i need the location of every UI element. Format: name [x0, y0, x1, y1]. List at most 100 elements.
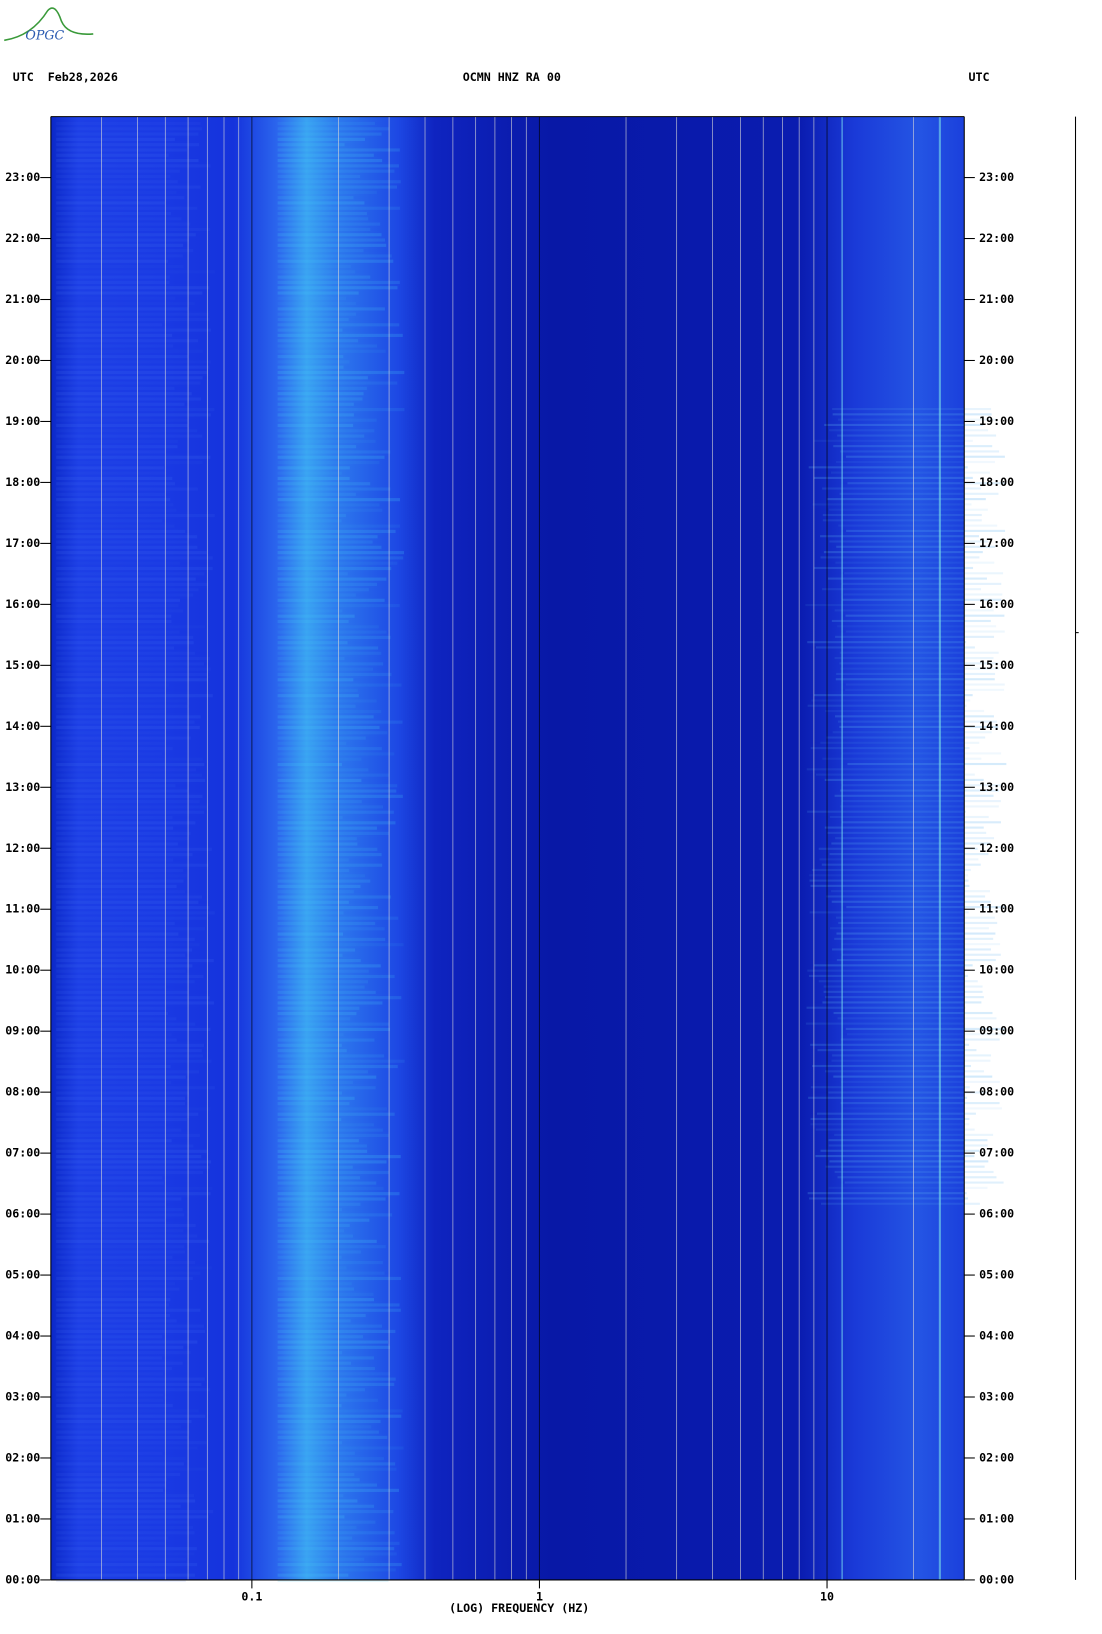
texture-streak	[277, 874, 366, 878]
texture-streak	[56, 1266, 212, 1270]
texture-streak	[824, 778, 984, 781]
texture-streak	[277, 365, 344, 369]
texture-streak	[277, 1478, 360, 1482]
x-tick-label: 0.1	[241, 1589, 262, 1603]
texture-streak	[56, 996, 210, 1000]
texture-streak	[56, 153, 169, 157]
texture-streak	[277, 492, 356, 496]
texture-streak	[837, 1176, 997, 1179]
texture-streak	[277, 1260, 383, 1265]
texture-streak	[56, 349, 203, 353]
texture-streak	[835, 460, 995, 464]
y-tick-label-right: 22:00	[979, 231, 1014, 245]
texture-streak	[813, 694, 973, 697]
texture-streak	[56, 233, 196, 237]
texture-streak	[277, 662, 384, 666]
texture-streak	[56, 1398, 164, 1402]
y-tick-label: 18:00	[5, 475, 40, 489]
texture-streak	[56, 466, 165, 470]
texture-streak	[277, 953, 343, 957]
texture-streak	[277, 1091, 343, 1095]
texture-streak	[56, 1525, 194, 1530]
texture-streak	[277, 397, 363, 401]
texture-streak	[56, 1419, 192, 1424]
texture-streak	[56, 699, 188, 703]
texture-streak	[56, 1276, 193, 1281]
texture-streak	[277, 598, 385, 602]
texture-streak	[825, 709, 985, 713]
texture-streak	[820, 556, 980, 559]
texture-streak	[277, 757, 362, 761]
texture-streak	[845, 614, 1005, 617]
texture-streak	[840, 1102, 1000, 1105]
texture-streak	[56, 227, 211, 232]
texture-streak	[56, 1457, 186, 1461]
y-tick-label: 04:00	[5, 1329, 40, 1343]
y-tick-label: 03:00	[5, 1390, 40, 1404]
texture-streak	[277, 1202, 361, 1206]
texture-streak	[277, 906, 379, 910]
texture-streak	[277, 328, 343, 332]
texture-streak	[843, 593, 1003, 596]
texture-streak	[277, 540, 373, 544]
texture-streak	[277, 778, 362, 783]
texture-streak	[809, 879, 969, 882]
texture-streak	[56, 1366, 172, 1371]
texture-streak	[277, 1022, 390, 1026]
texture-streak	[277, 1033, 344, 1037]
texture-streak	[846, 906, 1006, 909]
texture-streak	[807, 641, 967, 644]
texture-streak	[828, 577, 987, 580]
texture-streak	[832, 948, 991, 951]
texture-streak	[56, 487, 198, 491]
y-tick-label: 15:00	[5, 658, 40, 672]
texture-streak	[56, 1170, 203, 1175]
texture-streak	[56, 1075, 186, 1079]
texture-streak	[277, 1462, 396, 1466]
texture-streak	[839, 662, 999, 665]
texture-streak	[277, 185, 398, 189]
texture-streak	[815, 646, 975, 649]
texture-streak	[56, 974, 204, 979]
texture-streak	[277, 296, 347, 300]
y-tick-label-right: 00:00	[979, 1572, 1014, 1586]
y-tick-label: 14:00	[5, 719, 40, 733]
texture-streak	[277, 1366, 375, 1371]
texture-streak	[829, 1160, 989, 1163]
texture-streak	[277, 1536, 353, 1540]
texture-streak	[56, 604, 179, 608]
texture-streak	[831, 619, 991, 623]
texture-streak	[837, 1017, 997, 1020]
texture-streak	[56, 964, 193, 968]
texture-streak	[56, 333, 173, 337]
y-tick-label: 02:00	[5, 1450, 40, 1464]
header-left: UTC Feb28,2026	[13, 70, 118, 84]
texture-streak	[56, 1149, 208, 1153]
texture-streak	[277, 990, 376, 994]
texture-streak	[824, 826, 984, 829]
texture-streak	[56, 853, 193, 857]
texture-streak	[277, 1520, 376, 1524]
texture-streak	[277, 831, 389, 836]
texture-streak	[56, 1351, 191, 1355]
y-tick-label-right: 03:00	[979, 1390, 1014, 1404]
texture-streak	[277, 180, 401, 184]
texture-streak	[56, 1557, 186, 1561]
texture-streak	[277, 1446, 404, 1450]
texture-streak	[835, 678, 995, 681]
texture-streak	[56, 927, 206, 931]
texture-streak	[807, 810, 967, 813]
texture-streak	[837, 720, 997, 723]
texture-streak	[56, 1504, 181, 1508]
texture-streak	[56, 879, 184, 883]
texture-streak	[277, 651, 382, 655]
texture-streak	[277, 1467, 397, 1471]
texture-streak	[277, 794, 403, 798]
texture-streak	[56, 1393, 164, 1397]
y-tick-label-right: 17:00	[979, 536, 1014, 550]
texture-streak	[825, 1165, 985, 1168]
texture-streak	[56, 551, 207, 555]
texture-streak	[836, 545, 996, 548]
texture-streak	[277, 683, 402, 687]
texture-streak	[56, 217, 182, 221]
